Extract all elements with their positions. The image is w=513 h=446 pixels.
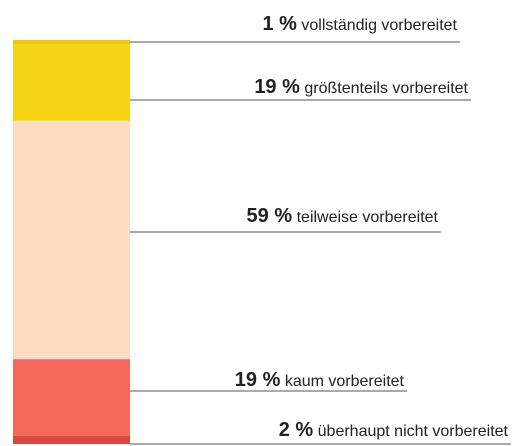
value-label: 19 % <box>254 76 300 98</box>
value-label: 2 % <box>279 419 314 441</box>
legend-label: kaum vorbereitet <box>285 373 405 390</box>
bar-segment <box>13 40 130 45</box>
legend-label: größtenteils vorbereitet <box>304 80 468 97</box>
legend-label: vollständig vorbereitet <box>301 17 457 34</box>
legend-label: überhaupt nicht vorbereitet <box>318 423 509 440</box>
bar-segment <box>13 44 130 121</box>
value-label: 19 % <box>235 369 281 391</box>
bar-segment <box>13 359 130 436</box>
segment-label: 59 % teilweise vorbereitet <box>247 205 439 227</box>
value-label: 59 % <box>247 205 293 227</box>
segment-label: 2 % überhaupt nicht vorbereitet <box>279 419 509 441</box>
segment-label: 19 % größtenteils vorbereitet <box>254 76 468 98</box>
bar-segment <box>13 120 130 360</box>
legend-label: teilweise vorbereitet <box>297 209 439 226</box>
bar-segment <box>13 435 130 444</box>
segment-label: 19 % kaum vorbereitet <box>235 369 405 391</box>
segment-label: 1 % vollständig vorbereitet <box>262 13 457 35</box>
value-label: 1 % <box>262 13 297 35</box>
